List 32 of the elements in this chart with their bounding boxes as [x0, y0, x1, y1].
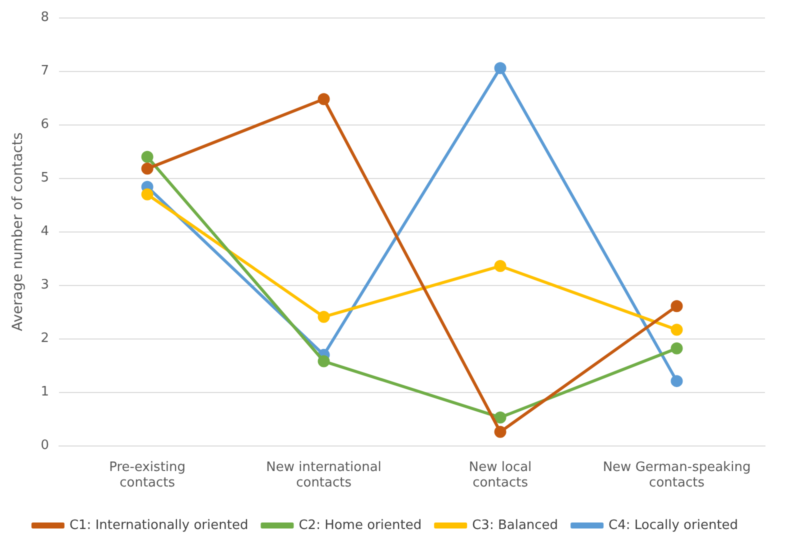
legend-label: C2: Home oriented	[298, 518, 422, 533]
y-tick-label: 2	[40, 331, 50, 346]
point	[141, 150, 154, 163]
point	[318, 93, 330, 106]
y-tick-label: 0	[40, 438, 50, 454]
y-tick-label: 7	[40, 64, 50, 79]
point	[318, 355, 330, 368]
point	[494, 426, 506, 438]
y-tick-label: 1	[40, 384, 50, 400]
point	[494, 260, 506, 272]
legend-label: C1: Internationally oriented	[69, 518, 248, 533]
point	[670, 375, 683, 388]
y-axis-title: Average number of contacts	[10, 132, 26, 332]
y-tick-label: 4	[40, 224, 50, 240]
y-tick-label: 3	[40, 278, 50, 293]
legend-label: C4: Locally oriented	[608, 518, 738, 533]
point	[318, 310, 330, 323]
x-tick-label: New German-speaking contacts	[602, 460, 751, 491]
point	[670, 300, 683, 312]
y-tick-label: 5	[40, 170, 50, 186]
point	[670, 342, 683, 354]
x-tick-label: New international contacts	[266, 460, 382, 491]
y-tick-label: 6	[40, 117, 50, 132]
legend-label: C3: Balanced	[472, 518, 558, 533]
point	[670, 324, 683, 336]
point	[494, 411, 506, 424]
point	[141, 188, 154, 200]
y-tick-label: 8	[40, 10, 50, 26]
point	[494, 62, 506, 74]
x-tick-label: New local contacts	[468, 460, 532, 491]
point	[141, 162, 154, 175]
x-tick-label: Pre-existing contacts	[109, 460, 186, 491]
